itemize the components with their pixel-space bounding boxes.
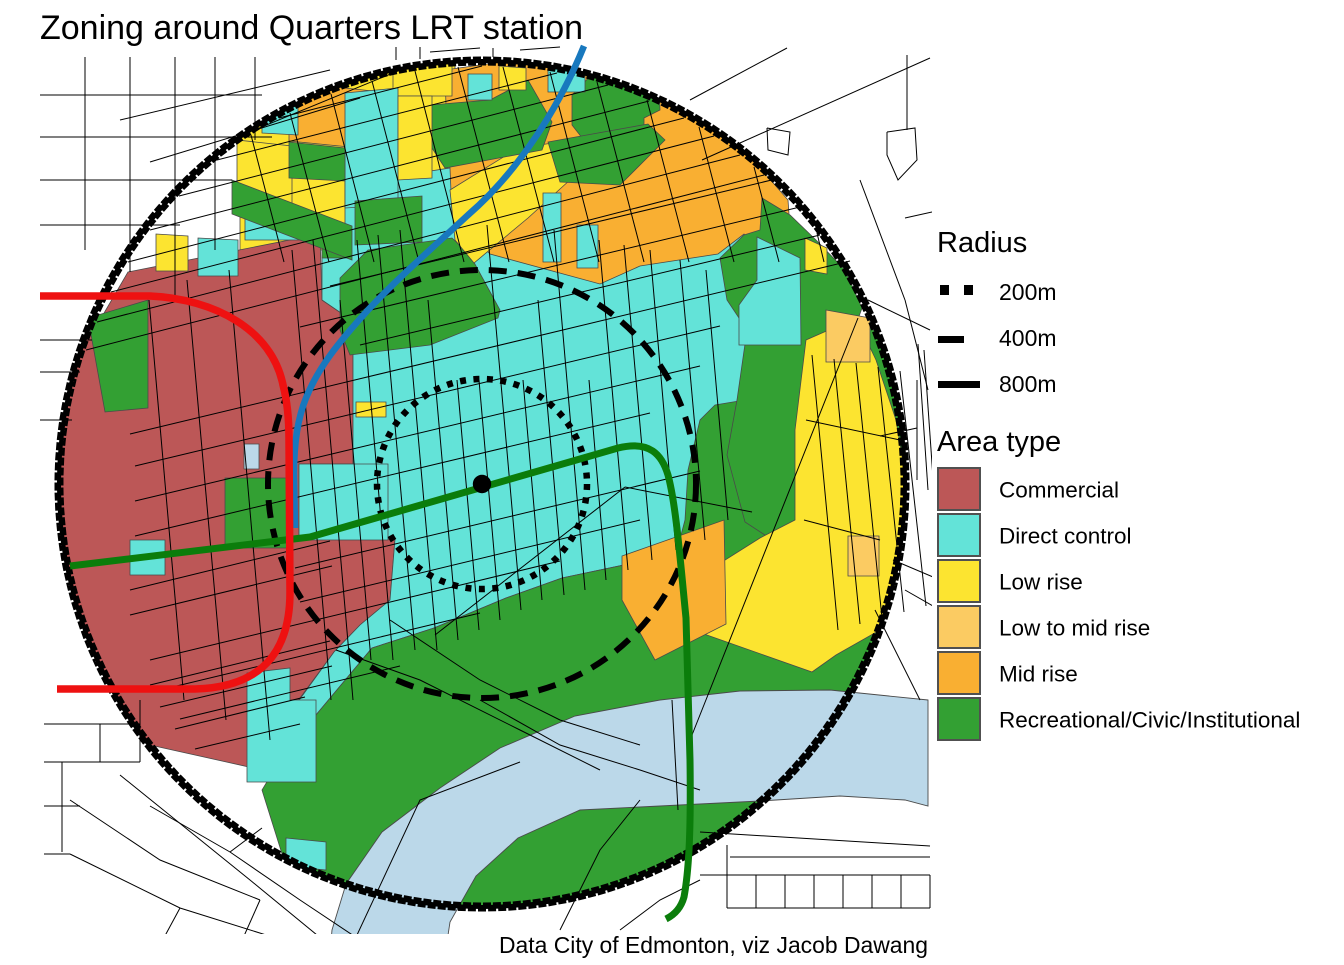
svg-text:Low to mid rise: Low to mid rise xyxy=(999,616,1150,641)
svg-text:Commercial: Commercial xyxy=(999,478,1119,503)
svg-text:Area type: Area type xyxy=(937,426,1061,458)
svg-text:Recreational/Civic/Institution: Recreational/Civic/Institutional xyxy=(999,708,1300,733)
svg-text:Zoning around Quarters LRT sta: Zoning around Quarters LRT station xyxy=(40,9,583,47)
svg-text:400m: 400m xyxy=(999,325,1057,351)
svg-text:Radius: Radius xyxy=(937,227,1027,259)
svg-text:Low rise: Low rise xyxy=(999,570,1083,595)
svg-text:Data City of Edmonton, viz Jac: Data City of Edmonton, viz Jacob Dawang xyxy=(499,932,928,958)
svg-text:200m: 200m xyxy=(999,279,1057,305)
svg-text:Direct control: Direct control xyxy=(999,524,1132,549)
svg-text:Mid rise: Mid rise xyxy=(999,662,1078,687)
svg-text:800m: 800m xyxy=(999,371,1057,397)
